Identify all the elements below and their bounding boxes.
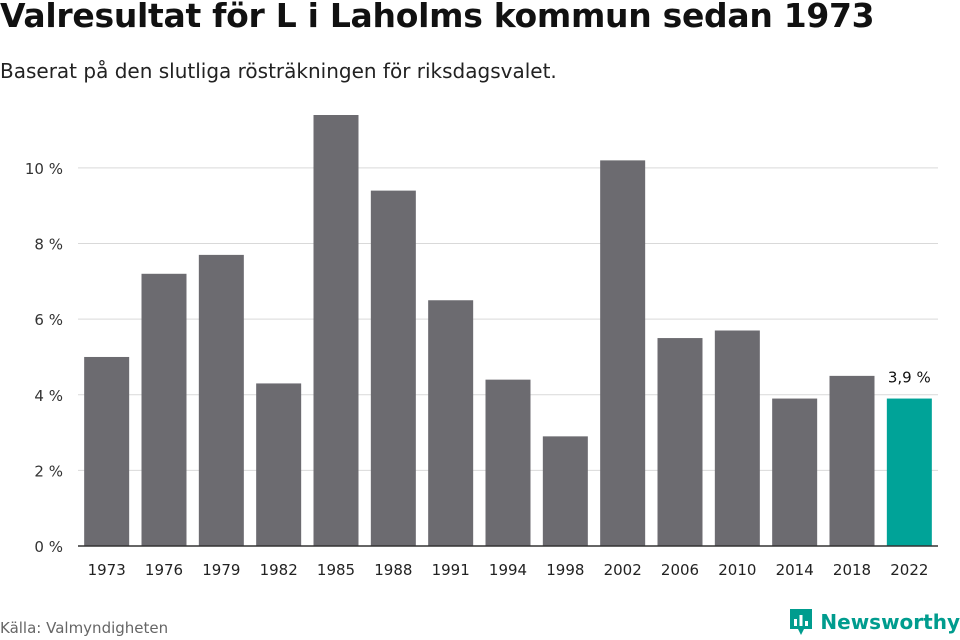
y-tick-label: 10 % <box>25 160 63 178</box>
chart-subtitle: Baserat på den slutliga rösträkningen fö… <box>0 59 557 83</box>
x-tick-label: 2018 <box>833 561 871 579</box>
bar-2002 <box>600 160 646 547</box>
y-tick-label: 4 % <box>34 387 63 405</box>
y-tick-label: 2 % <box>34 462 63 480</box>
x-tick-label: 1973 <box>88 561 126 579</box>
bar-1994 <box>485 379 531 546</box>
x-tick-label: 1998 <box>546 561 584 579</box>
bar-1985 <box>313 115 359 546</box>
x-tick-label: 2002 <box>604 561 642 579</box>
y-tick-label: 6 % <box>34 311 63 329</box>
x-tick-label: 2006 <box>661 561 699 579</box>
bar-2018 <box>829 375 875 546</box>
x-tick-label: 1985 <box>317 561 355 579</box>
bar-2006 <box>657 338 703 546</box>
bar-1988 <box>370 190 416 547</box>
bar-chart: 0 % 2 % 4 % 6 % 8 % 10 % 1973 1976 1979 1982 1985… <box>25 115 938 579</box>
x-axis-labels: 1973 1976 1979 1982 1985 1988 1991 1994 1998 2002… <box>88 561 929 579</box>
newsworthy-logo-icon <box>790 609 813 635</box>
x-tick-label: 1976 <box>145 561 183 579</box>
x-tick-label: 1979 <box>202 561 240 579</box>
bar-1976 <box>141 273 187 546</box>
bar-2014 <box>772 398 818 546</box>
x-tick-label: 1994 <box>489 561 527 579</box>
y-tick-label: 0 % <box>34 538 63 556</box>
bar-1991 <box>428 300 474 546</box>
x-tick-label: 2010 <box>718 561 756 579</box>
x-tick-label: 2014 <box>776 561 814 579</box>
highlight-value-label: 3,9 % <box>888 369 931 387</box>
y-axis-labels: 0 % 2 % 4 % 6 % 8 % 10 % <box>25 160 63 556</box>
chart-title: Valresultat för L i Laholms kommun sedan… <box>0 0 875 35</box>
brand-logo: Newsworthy <box>788 606 960 638</box>
x-tick-label: 1988 <box>374 561 412 579</box>
x-tick-label: 1982 <box>260 561 298 579</box>
bar-2022 <box>886 398 932 546</box>
bar-1998 <box>542 436 588 546</box>
y-tick-label: 8 % <box>34 236 63 254</box>
source-note: Källa: Valmyndigheten <box>0 619 169 637</box>
x-tick-label: 2022 <box>890 561 928 579</box>
bar-1982 <box>256 383 302 546</box>
x-tick-label: 1991 <box>432 561 470 579</box>
bars <box>84 115 932 547</box>
brand-name: Newsworthy <box>820 610 960 634</box>
bar-1979 <box>198 254 244 546</box>
bar-1973 <box>84 356 130 546</box>
bar-2010 <box>714 330 760 546</box>
